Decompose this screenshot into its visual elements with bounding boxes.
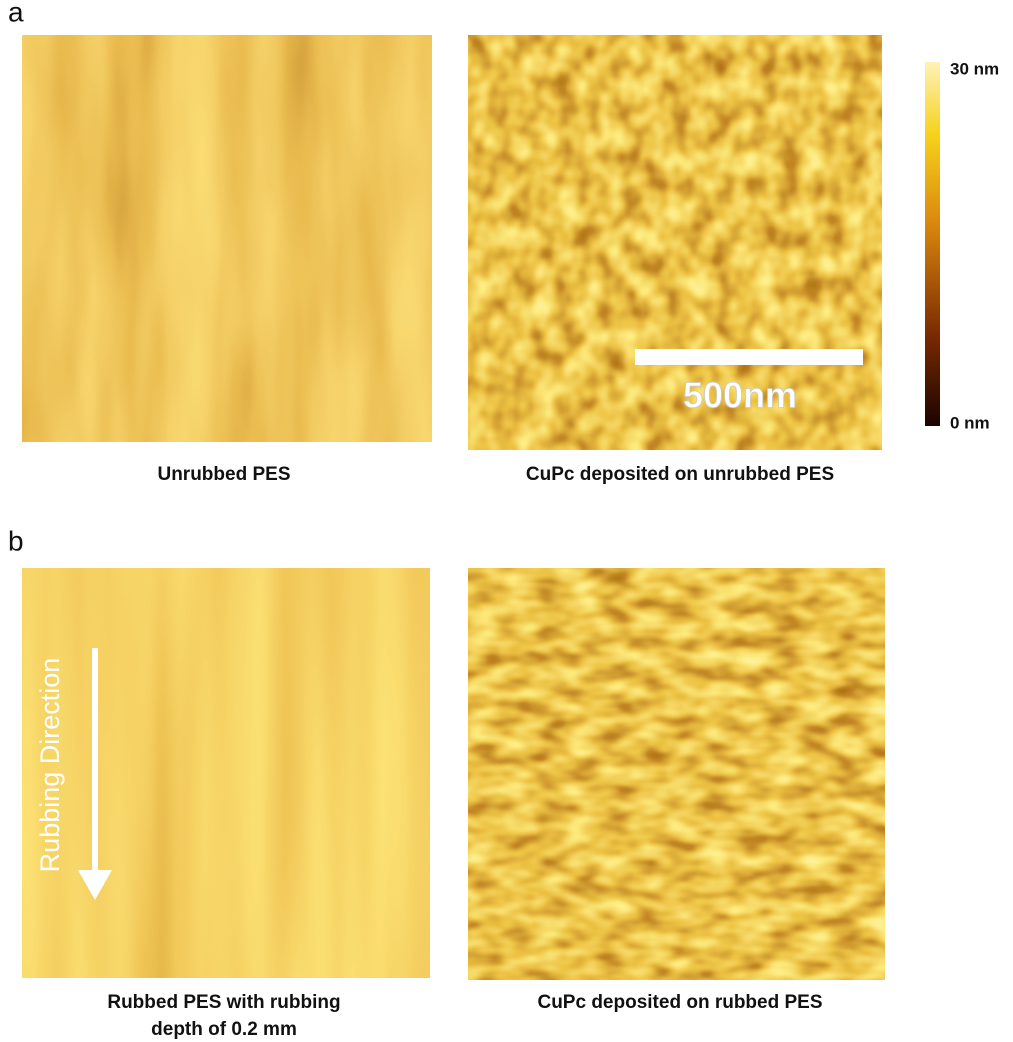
caption: CuPc deposited on rubbed PES bbox=[537, 992, 822, 1013]
rubbing-direction-label: Rubbing Direction bbox=[35, 658, 65, 873]
figure: a Unrubbed PES 500nm CuPc deposited on u… bbox=[0, 0, 1013, 1042]
caption: Unrubbed PES bbox=[157, 464, 290, 485]
panel-label: a bbox=[8, 0, 24, 27]
colorbar bbox=[925, 62, 940, 426]
scale-bar-label: 500nm bbox=[683, 375, 797, 416]
colorbar-min-label: 0 nm bbox=[950, 413, 990, 432]
colorbar-max-label: 30 nm bbox=[950, 59, 999, 78]
afm-image bbox=[468, 35, 882, 450]
scale-bar bbox=[635, 349, 863, 365]
afm-image bbox=[22, 35, 432, 442]
afm-image bbox=[468, 568, 885, 980]
caption: Rubbed PES with rubbing bbox=[107, 992, 340, 1013]
panel-label: b bbox=[8, 525, 24, 556]
afm-image bbox=[22, 568, 430, 978]
caption: CuPc deposited on unrubbed PES bbox=[526, 464, 834, 485]
caption: depth of 0.2 mm bbox=[151, 1019, 297, 1040]
